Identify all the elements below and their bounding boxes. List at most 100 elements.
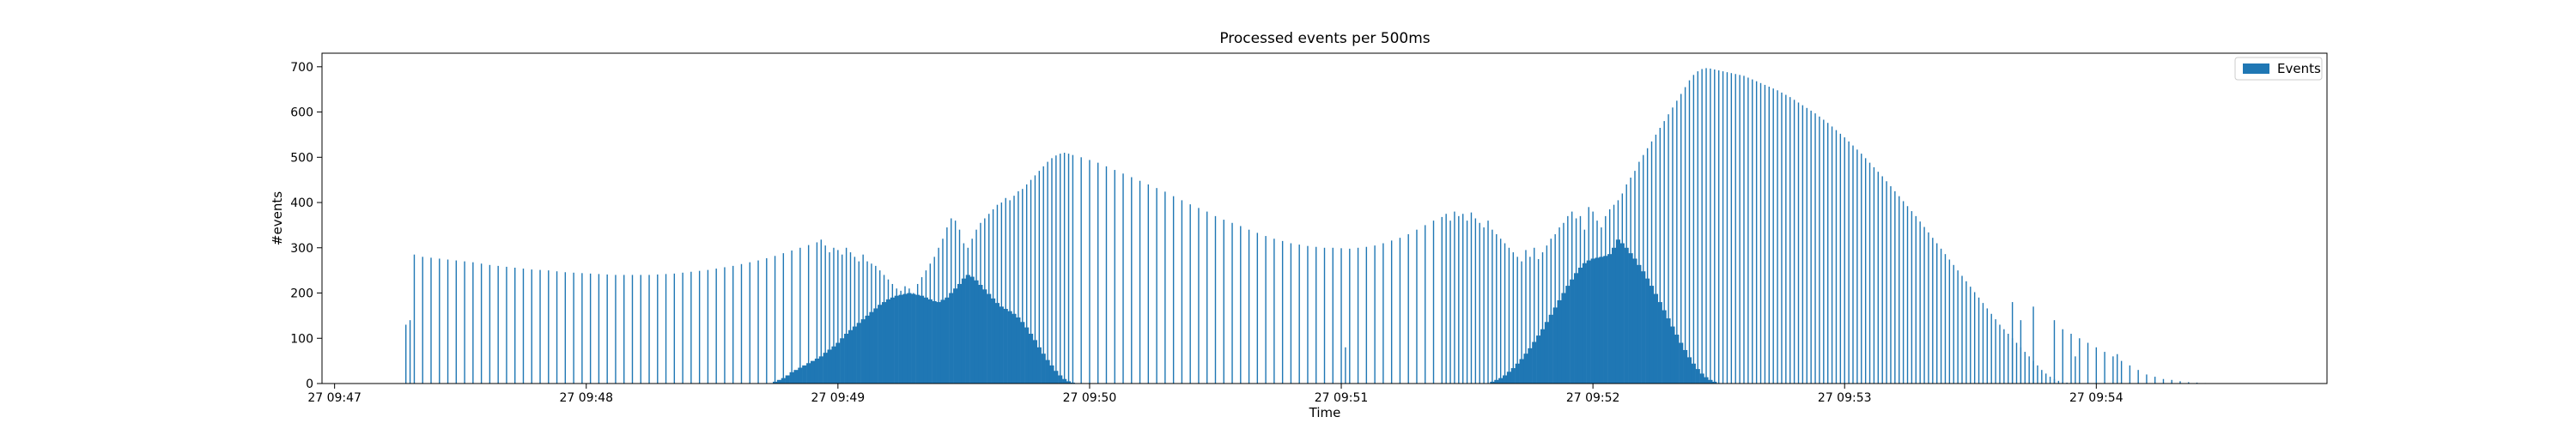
bar-270 — [1919, 221, 1921, 384]
bar-214 — [1684, 87, 1686, 384]
bar-299 — [2041, 370, 2043, 384]
bar-160 — [1458, 215, 1460, 384]
bar-305 — [2066, 382, 2068, 384]
bar-229 — [1747, 77, 1749, 384]
bar-274 — [1936, 243, 1938, 384]
dense-bar-119 — [1674, 335, 1680, 384]
bar-271 — [1923, 227, 1925, 384]
bar-121 — [1156, 188, 1157, 384]
y-tick-label-6: 600 — [290, 106, 313, 120]
dense-bar-70 — [1062, 378, 1067, 384]
bar-321 — [2154, 377, 2156, 384]
bar-33 — [673, 273, 676, 384]
dense-bar-71 — [1066, 381, 1072, 384]
y-tick-label-1: 100 — [290, 332, 313, 346]
dense-bar-103 — [1607, 254, 1613, 384]
bar-145 — [1349, 248, 1351, 384]
dense-bar-26 — [878, 305, 883, 384]
bar-101 — [1030, 179, 1032, 384]
bar-175 — [1521, 261, 1522, 384]
x-tick-label-1: 27 09:48 — [559, 391, 613, 405]
bar-136 — [1281, 240, 1284, 384]
dense-bar-13 — [823, 353, 828, 384]
bar-7 — [455, 260, 458, 384]
bar-250 — [1835, 130, 1838, 384]
dense-bar-94 — [1570, 279, 1575, 384]
bar-134 — [1265, 236, 1267, 384]
bar-225 — [1730, 73, 1733, 384]
dense-bar-15 — [831, 346, 836, 384]
bar-322 — [2162, 378, 2165, 384]
dense-bar-1 — [773, 381, 778, 384]
dense-bar-101 — [1599, 257, 1604, 384]
bar-287 — [1990, 313, 1992, 384]
bar-283 — [1973, 292, 1976, 384]
dense-bar-46 — [961, 278, 966, 384]
bar-216 — [1692, 75, 1695, 384]
dense-bar-9 — [806, 363, 811, 384]
dense-bar-56 — [1003, 308, 1008, 384]
dense-bar-5 — [789, 372, 794, 384]
bar-100 — [1025, 184, 1028, 384]
bar-60 — [858, 261, 860, 384]
bar-10 — [480, 263, 483, 384]
legend-box — [2234, 57, 2323, 81]
bar-244 — [1810, 110, 1812, 384]
bar-127 — [1206, 211, 1208, 384]
bar-24 — [598, 274, 600, 384]
bar-161 — [1462, 214, 1464, 384]
dense-bar-117 — [1666, 318, 1671, 384]
dense-bar-114 — [1653, 293, 1658, 384]
bar-289 — [1999, 324, 2001, 384]
bar-268 — [1911, 211, 1913, 384]
bar-286 — [1986, 308, 1989, 384]
bar-95 — [1005, 197, 1006, 384]
y-tick-label-3: 300 — [290, 242, 313, 256]
x-tick-label-7: 27 09:54 — [2069, 391, 2123, 405]
dense-bar-39 — [932, 301, 937, 384]
bar-147 — [1365, 246, 1368, 384]
dense-bar-43 — [949, 293, 954, 384]
bar-211 — [1672, 107, 1674, 384]
bar-257 — [1864, 158, 1867, 384]
dense-bar-47 — [965, 275, 970, 384]
bar-140 — [1315, 246, 1317, 384]
dense-bar-51 — [982, 289, 987, 384]
dense-bar-81 — [1515, 363, 1520, 384]
bar-272 — [1928, 232, 1929, 384]
dense-bar-6 — [793, 370, 799, 384]
dense-bar-10 — [810, 360, 816, 384]
bar-117 — [1122, 173, 1124, 384]
dense-bar-115 — [1657, 302, 1662, 384]
dense-bar-111 — [1641, 271, 1646, 384]
dense-bar-17 — [840, 338, 845, 384]
dense-bar-19 — [848, 329, 854, 384]
dense-bar-104 — [1612, 247, 1617, 384]
dense-bar-124 — [1695, 369, 1700, 384]
dense-bar-109 — [1632, 258, 1637, 384]
bar-317 — [2120, 360, 2123, 384]
bar-47 — [791, 250, 793, 384]
bar-179 — [1537, 258, 1540, 384]
dense-bar-37 — [923, 297, 928, 384]
bar-115 — [1105, 166, 1108, 384]
bar-36 — [698, 270, 701, 384]
bar-273 — [1932, 238, 1934, 384]
bar-177 — [1529, 257, 1531, 384]
bar-206 — [1650, 141, 1653, 384]
y-tick-label-2: 200 — [290, 287, 313, 301]
dense-bar-98 — [1586, 260, 1591, 384]
bar-330 — [2020, 320, 2022, 384]
dense-bar-72 — [1070, 382, 1075, 384]
bar-256 — [1861, 154, 1862, 384]
dense-bar-78 — [1502, 375, 1508, 384]
bar-135 — [1273, 239, 1275, 384]
dense-bar-65 — [1041, 353, 1046, 384]
bar-298 — [2037, 365, 2038, 384]
bar-111 — [1072, 154, 1074, 384]
bar-25 — [606, 274, 608, 384]
bar-56 — [841, 254, 843, 384]
bar-221 — [1714, 69, 1716, 384]
bar-152 — [1407, 233, 1409, 384]
bar-57 — [845, 247, 848, 384]
